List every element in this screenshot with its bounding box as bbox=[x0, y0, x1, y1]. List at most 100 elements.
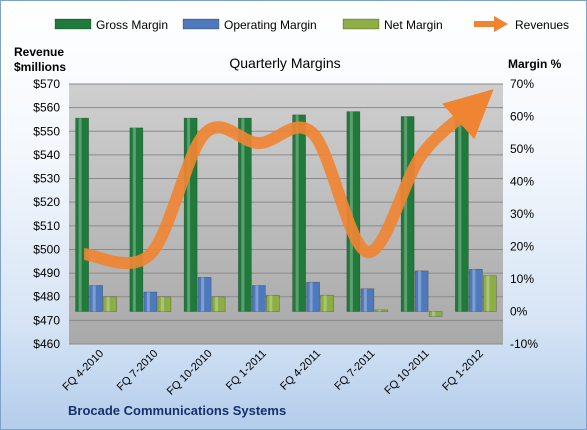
left-tick-label: $500 bbox=[33, 242, 60, 256]
x-tick-label: FQ 1-2011 bbox=[224, 348, 269, 393]
left-axis-ticks: $460 $470 $480 $490 $500 $510 $520 $530 $540 $550… bbox=[33, 77, 60, 351]
bar-highlight bbox=[241, 118, 245, 312]
gross-margin-bar bbox=[455, 112, 469, 312]
operating-margin-bar bbox=[469, 268, 483, 312]
legend-item: Gross Margin bbox=[54, 18, 168, 32]
operating-margin-bar bbox=[252, 285, 266, 312]
legend-swatch bbox=[54, 18, 92, 30]
right-tick-label: 50% bbox=[510, 142, 534, 156]
legend-item: Net Margin bbox=[342, 18, 443, 32]
left-tick-label: $510 bbox=[33, 219, 60, 233]
right-tick-label: 40% bbox=[510, 175, 534, 189]
net-margin-bar bbox=[103, 296, 117, 312]
left-tick-label: $560 bbox=[33, 101, 60, 115]
bar-highlight bbox=[458, 113, 462, 312]
x-tick-label: FQ 4-2011 bbox=[278, 348, 323, 393]
left-tick-label: $460 bbox=[33, 337, 60, 351]
bar-highlight bbox=[486, 275, 490, 312]
operating-margin-bar bbox=[306, 281, 320, 312]
legend-label: Net Margin bbox=[384, 18, 443, 32]
right-tick-label: 20% bbox=[510, 240, 534, 254]
right-axis-ticks: -10% 0% 10% 20% 30% 40% 50% 60% 70% bbox=[510, 77, 538, 351]
right-tick-label: -10% bbox=[510, 337, 538, 351]
bar-highlight bbox=[418, 270, 422, 312]
operating-margin-bar bbox=[197, 277, 212, 312]
bar-highlight bbox=[78, 118, 82, 312]
bar-highlight bbox=[432, 311, 436, 317]
right-tick-label: 30% bbox=[510, 207, 534, 221]
net-margin-bar bbox=[374, 309, 389, 312]
x-tick-label: FQ 4-2010 bbox=[61, 348, 107, 394]
bar-highlight bbox=[323, 295, 327, 312]
left-axis-label-line1: Revenue bbox=[14, 45, 64, 59]
operating-margin-bar bbox=[143, 291, 158, 312]
bar-highlight bbox=[377, 309, 381, 312]
x-tick-label: FQ 7-2010 bbox=[115, 348, 161, 394]
gross-margin-bar bbox=[292, 114, 306, 312]
bar-highlight bbox=[146, 292, 150, 312]
legend-arrowhead bbox=[494, 16, 508, 32]
legend-item: Operating Margin bbox=[182, 18, 317, 32]
legend-label: Operating Margin bbox=[224, 18, 317, 32]
bar-highlight bbox=[132, 127, 136, 312]
bar-highlight bbox=[201, 277, 205, 312]
gross-margin-bar bbox=[400, 116, 415, 312]
bar-series bbox=[75, 111, 497, 317]
left-tick-label: $480 bbox=[33, 290, 60, 304]
x-tick-label: FQ 10-2010 bbox=[165, 348, 215, 398]
bar-highlight bbox=[215, 296, 219, 312]
legend-swatch bbox=[342, 18, 380, 30]
bar-highlight bbox=[160, 296, 164, 312]
operating-margin-bar bbox=[89, 285, 103, 312]
right-axis-label: Margin % bbox=[508, 57, 562, 71]
gross-margin-bar bbox=[75, 117, 89, 312]
net-margin-bar bbox=[320, 294, 334, 312]
legend-label: Gross Margin bbox=[96, 18, 168, 32]
gross-margin-bar bbox=[129, 127, 144, 312]
right-tick-label: 60% bbox=[510, 110, 534, 124]
revenue-line bbox=[83, 89, 494, 270]
bar-highlight bbox=[92, 285, 96, 312]
operating-margin-bar bbox=[360, 288, 375, 312]
bar-highlight bbox=[309, 282, 313, 312]
left-tick-label: $470 bbox=[33, 313, 60, 327]
left-tick-label: $490 bbox=[33, 266, 60, 280]
legend-label: Revenues bbox=[515, 18, 569, 32]
bar-highlight bbox=[349, 111, 353, 312]
right-tick-label: 0% bbox=[510, 305, 528, 319]
legend-item: Revenues bbox=[474, 16, 569, 32]
x-tick-label: FQ 1-2012 bbox=[440, 348, 486, 394]
net-margin-bar bbox=[157, 296, 172, 312]
bar-highlight bbox=[187, 118, 191, 312]
chart-title: Quarterly Margins bbox=[229, 55, 340, 71]
right-tick-label: 10% bbox=[510, 272, 534, 286]
net-margin-bar bbox=[211, 296, 226, 312]
left-tick-label: $550 bbox=[33, 124, 60, 138]
net-margin-bar bbox=[266, 294, 280, 312]
bar-highlight bbox=[363, 288, 367, 312]
left-tick-label: $530 bbox=[33, 172, 60, 186]
net-margin-bar bbox=[428, 311, 443, 317]
legend-swatch bbox=[182, 18, 220, 30]
x-tick-label: FQ 10-2011 bbox=[382, 348, 431, 397]
x-axis-ticks: FQ 4-2010 FQ 7-2010 FQ 10-2010 FQ 1-2011 FQ … bbox=[61, 348, 486, 398]
bar-highlight bbox=[295, 114, 299, 312]
left-tick-label: $520 bbox=[33, 195, 60, 209]
operating-margin-bar bbox=[414, 270, 429, 312]
x-tick-label: FQ 7-2011 bbox=[332, 348, 377, 393]
bar-highlight bbox=[472, 269, 476, 312]
right-tick-label: 70% bbox=[510, 77, 534, 91]
bar-highlight bbox=[106, 296, 110, 312]
left-tick-label: $540 bbox=[33, 148, 60, 162]
left-tick-label: $570 bbox=[33, 77, 60, 91]
left-axis-label-line2: $millions bbox=[14, 60, 66, 74]
bar-highlight bbox=[269, 295, 273, 312]
revenues-line bbox=[83, 89, 494, 270]
bar-highlight bbox=[404, 116, 408, 312]
company-label: Brocade Communications Systems bbox=[68, 403, 286, 418]
bar-highlight bbox=[255, 285, 259, 312]
gross-margin-bar bbox=[238, 117, 252, 312]
net-margin-bar bbox=[483, 275, 497, 312]
legend: Gross Margin Operating Margin Net Margin Re… bbox=[54, 16, 569, 32]
